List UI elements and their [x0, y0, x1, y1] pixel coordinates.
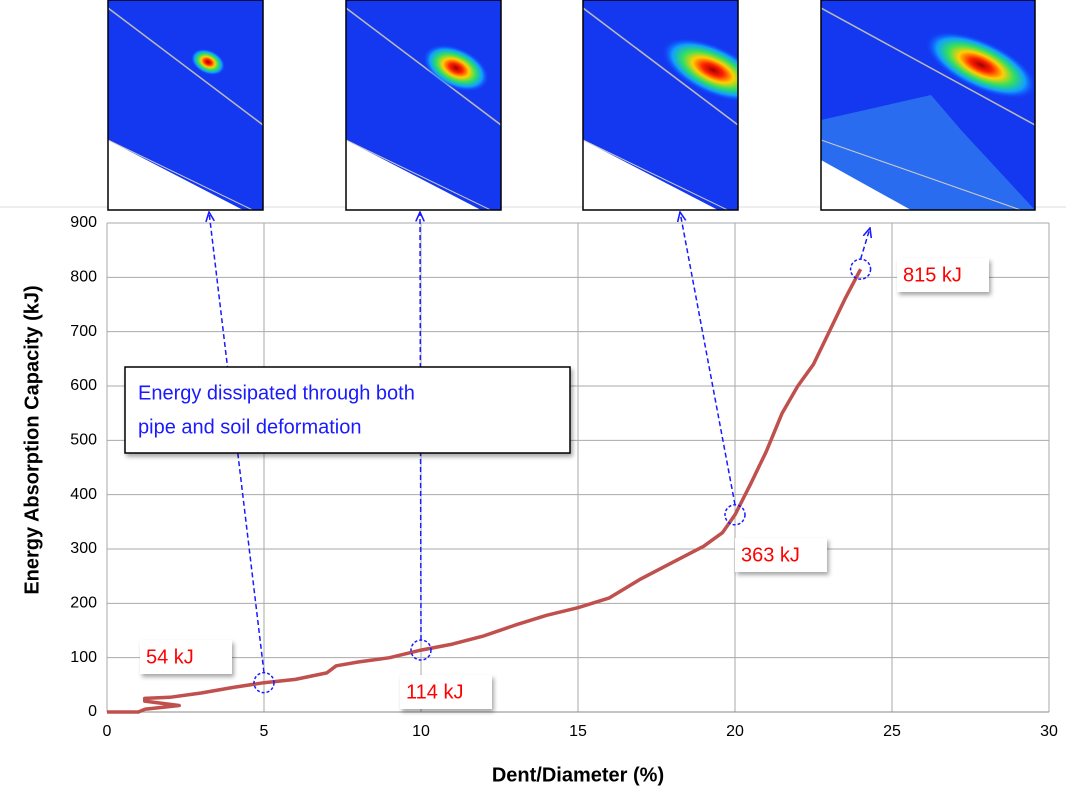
inset-content [583, 0, 773, 215]
x-tick-label: 30 [1040, 723, 1058, 740]
y-tick-label: 300 [70, 540, 97, 557]
inset-content [821, 0, 1046, 215]
y-axis-title: Energy Absorption Capacity (kJ) [21, 285, 43, 594]
inset-content [108, 0, 263, 215]
y-tick-label: 700 [70, 323, 97, 340]
x-tick-label: 0 [103, 723, 112, 740]
annotation-point [851, 259, 871, 279]
inset-image [346, 0, 501, 215]
y-tick-label: 600 [70, 377, 97, 394]
annotation-label: 114 kJ [406, 681, 463, 703]
y-tick-label: 0 [88, 703, 97, 720]
callout-text: Energy dissipated through both [138, 382, 415, 404]
annotation-arrow [861, 228, 870, 259]
x-axis-title: Dent/Diameter (%) [492, 764, 664, 786]
y-tick-label: 900 [70, 214, 97, 231]
inset-content [346, 0, 501, 215]
x-tick-label: 15 [569, 723, 587, 740]
annotation-arrow [680, 212, 735, 505]
annotation-label: 363 kJ [741, 544, 800, 566]
callout-text: pipe and soil deformation [138, 416, 361, 438]
y-tick-label: 100 [70, 649, 97, 666]
annotation-label: 815 kJ [903, 264, 962, 286]
inset-image [821, 0, 1046, 215]
insets [108, 0, 1046, 215]
x-tick-label: 20 [726, 723, 744, 740]
y-tick-label: 200 [70, 595, 97, 612]
x-tick-label: 5 [260, 723, 269, 740]
annotation-label: 54 kJ [146, 646, 194, 668]
y-tick-label: 800 [70, 269, 97, 286]
chart: 0 100 200 300 400 500 600 700 800 900 0 5 10 15 20 25 30… [0, 0, 1066, 792]
x-tick-label: 10 [412, 723, 430, 740]
x-tick-label: 25 [883, 723, 901, 740]
inset-image [108, 0, 263, 215]
callout-box [125, 367, 570, 453]
y-tick-label: 400 [70, 486, 97, 503]
y-tick-label: 500 [70, 432, 97, 449]
inset-image [583, 0, 773, 215]
